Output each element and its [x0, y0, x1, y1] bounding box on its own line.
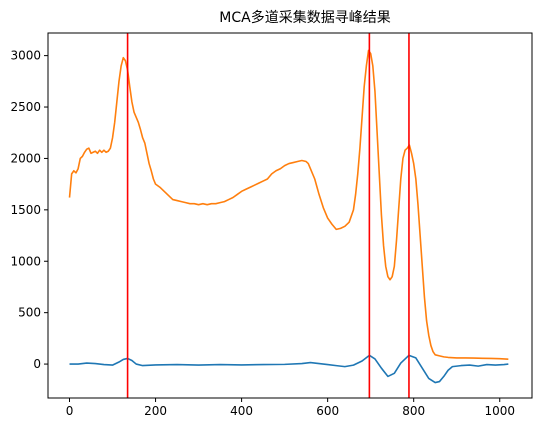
x-axis-ticks: 0 200 400 600 800 1000 — [66, 398, 515, 418]
plot-frame — [47, 32, 533, 399]
peak-lines — [126, 33, 410, 398]
y-tick-label: 2500 — [10, 100, 41, 114]
y-axis-ticks: 0 500 1000 1500 2000 2500 3000 — [10, 49, 48, 371]
x-tick-label: 600 — [316, 404, 339, 418]
y-tick-label: 3000 — [10, 49, 41, 63]
y-tick-label: 1000 — [10, 254, 41, 268]
x-tick-label: 1000 — [484, 404, 515, 418]
y-tick-label: 500 — [18, 306, 41, 320]
y-tick-label: 0 — [33, 357, 41, 371]
series-layer — [68, 49, 509, 384]
x-tick-label: 800 — [402, 404, 425, 418]
y-tick-label: 2000 — [10, 151, 41, 165]
chart-title: MCA多道采集数据寻峰结果 — [219, 9, 390, 26]
x-tick-label: 200 — [144, 404, 167, 418]
x-tick-label: 400 — [230, 404, 253, 418]
series-line-2 — [69, 354, 509, 384]
y-tick-label: 1500 — [10, 203, 41, 217]
series-line-1 — [68, 49, 509, 360]
x-tick-label: 0 — [66, 404, 74, 418]
